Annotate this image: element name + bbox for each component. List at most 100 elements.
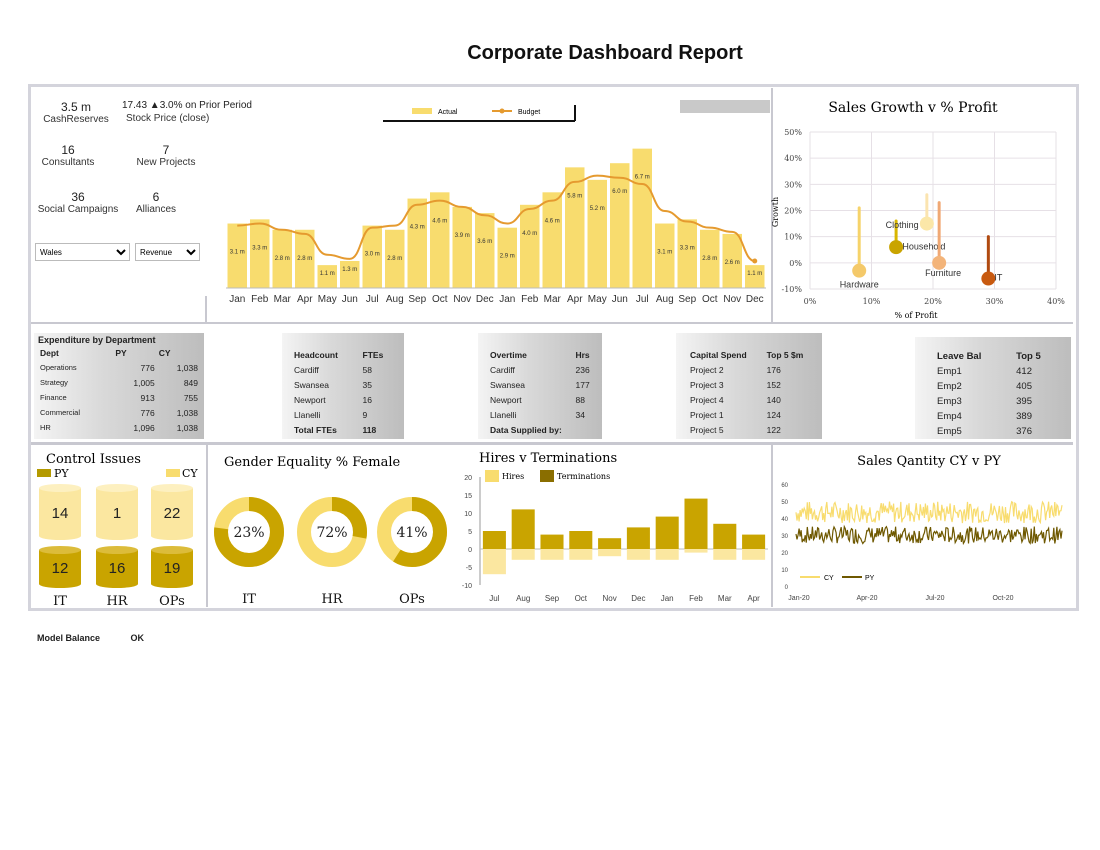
x-tick-label: May (588, 294, 607, 305)
termination-bar (511, 549, 535, 560)
x-tick-label: Sep (408, 294, 426, 305)
table-row: HR 1,096 1,038 (38, 420, 200, 435)
x-tick-label: Aug (656, 294, 674, 305)
x-tick-label: Nov (723, 294, 741, 305)
column-header: CY (158, 347, 171, 358)
table-cell: 176 (766, 364, 781, 375)
kpi-value: 16 (61, 143, 75, 157)
table-header-row: Overtime Hrs (488, 347, 594, 362)
chart-title: Hires v Terminations (479, 451, 617, 466)
y-tick-label: 50 (781, 500, 788, 506)
kpi-value: 3.5 m (60, 100, 91, 114)
actual-bar (295, 229, 315, 288)
y-tick-label: 50% (784, 128, 802, 137)
actual-bar (655, 223, 675, 288)
py-cylinder-body (39, 550, 81, 584)
chart-title: Gender Equality % Female (224, 455, 400, 470)
x-tick-label: Apr (297, 294, 313, 305)
table-cell: 88 (575, 394, 585, 405)
scatter-point (919, 216, 934, 231)
table-cell: Emp1 (937, 366, 962, 377)
kpi-consultants: 16 Consultants (36, 143, 100, 168)
actual-bar (385, 229, 405, 288)
expenditure-table: Dept PY CY Operations 776 1,038 Strategy 1,… (38, 345, 200, 435)
py-cylinder-top (39, 546, 81, 554)
model-balance: Model Balance OK (37, 633, 144, 643)
y-tick-label: 5 (468, 529, 472, 536)
y-tick-label: 20 (781, 551, 788, 557)
x-tick-label: 30% (986, 297, 1004, 306)
py-cylinder-body (96, 550, 138, 584)
table-cell: 1,038 (176, 422, 198, 433)
kpi-social-campaigns: 36 Social Campaigns (34, 190, 122, 215)
table-cell: Swansea (490, 379, 525, 390)
scatter-point (852, 263, 867, 278)
page-title: Corporate Dashboard Report (467, 42, 743, 64)
point-label: Clothing (886, 220, 919, 230)
col-divider (771, 88, 773, 322)
x-tick-label: Jun (342, 294, 358, 305)
table-cell: 776 (140, 407, 155, 418)
cy-cylinder-base (96, 532, 138, 540)
kpi-value: 17.43 ▲3.0% on Prior Period (122, 100, 252, 111)
kpi-value: 7 (162, 143, 170, 157)
cy-series-line (795, 500, 1063, 525)
table-header-row: Dept PY CY (38, 345, 200, 360)
x-tick-label: Mar (718, 594, 732, 603)
cy-cylinder-base (151, 532, 193, 540)
table-cell: 58 (362, 364, 373, 375)
py-cylinder-value: 19 (164, 560, 181, 577)
column-header: FTEs (362, 349, 384, 360)
table-cell: Total FTEs (294, 424, 337, 435)
leave-table: Leave Bal Top 5 Emp1 412 Emp2 405 Emp3 395 E… (935, 349, 1061, 439)
bar-data-label: 3.0 m (365, 252, 380, 258)
actual-bar (520, 204, 540, 288)
x-tick-label: Jul (636, 294, 649, 305)
x-axis-label: % of Profit (894, 311, 938, 320)
x-tick-label: Oct (432, 294, 448, 305)
y-tick-label: 15 (464, 493, 472, 500)
bar-data-label: 4.6 m (545, 218, 560, 224)
legend-py-label: PY (54, 467, 69, 480)
bar-data-label: 2.8 m (297, 256, 312, 262)
bar-data-label: 6.0 m (612, 189, 627, 195)
overtime-table: Overtime Hrs Cardiff 236 Swansea 177 Newpor… (488, 347, 594, 437)
x-tick-label: Oct-20 (992, 595, 1013, 602)
bar-data-label: 4.6 m (432, 218, 447, 224)
budget-series-line (237, 174, 756, 262)
table-cell: 395 (1016, 396, 1032, 407)
column-header: Leave Bal (937, 351, 982, 362)
py-series-line (795, 524, 1063, 546)
py-cylinder-value: 12 (52, 560, 69, 577)
row-divider (31, 442, 1073, 445)
y-tick-label: 10% (784, 233, 802, 242)
termination-bar (569, 549, 593, 560)
x-tick-label: Jan (661, 594, 674, 603)
table-cell (573, 422, 594, 437)
cy-cylinder-value: 22 (164, 505, 181, 522)
table-cell: 124 (766, 409, 781, 420)
table-cell: Newport (294, 394, 326, 405)
y-tick-label: -10% (782, 285, 803, 294)
bar-data-label: 2.8 m (387, 256, 402, 262)
x-tick-label: Dec (746, 294, 764, 305)
metric-dropdown[interactable]: Revenue (135, 243, 200, 261)
actual-bar (565, 167, 585, 288)
control-issues-chart: Control Issues PY CY 14 12 IT 1 16 HR 22 19 OPs (37, 452, 198, 608)
termination-bar (713, 549, 737, 560)
legend-py-label: PY (865, 575, 875, 582)
kpi-label: Alliances (136, 204, 177, 215)
x-tick-label: 10% (863, 297, 881, 306)
table-row: Strategy 1,005 849 (38, 375, 200, 390)
y-tick-label: 40 (781, 517, 788, 523)
termination-bar (626, 549, 650, 560)
point-label: Hardware (840, 280, 879, 290)
row-divider (31, 322, 1073, 324)
actual-bar (250, 219, 270, 288)
y-tick-label: -5 (466, 565, 472, 572)
hires-bar (713, 523, 737, 549)
donut-slice (297, 497, 367, 567)
region-dropdown[interactable]: Wales (35, 243, 130, 261)
bar-data-label: 2.9 m (500, 254, 515, 260)
scrollbar-widget[interactable] (680, 100, 770, 113)
